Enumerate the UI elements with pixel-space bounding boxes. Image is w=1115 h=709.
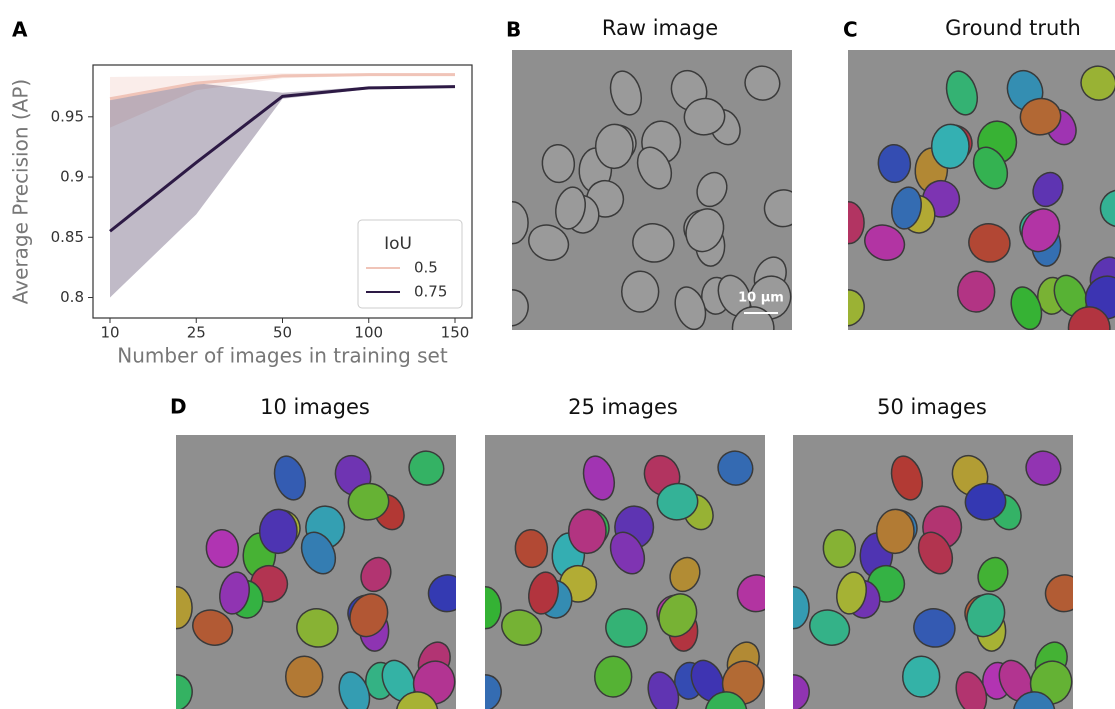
image-content <box>492 50 806 351</box>
cell <box>621 271 659 312</box>
y-tick-label: 0.8 <box>60 288 84 306</box>
micrograph <box>156 435 470 709</box>
x-tick-label: 10 <box>100 324 119 342</box>
cell <box>595 124 633 169</box>
cell <box>931 124 969 169</box>
panel-letter: A <box>12 18 28 42</box>
x-tick-label: 50 <box>273 324 292 342</box>
y-tick-label: 0.95 <box>51 107 84 125</box>
cell <box>833 202 865 244</box>
y-tick-label: 0.85 <box>51 228 84 246</box>
image-content <box>828 50 1115 351</box>
legend-label: 0.75 <box>414 283 447 301</box>
cell <box>470 587 502 629</box>
image-content <box>773 435 1087 709</box>
cell <box>778 587 810 629</box>
panel-title: 50 images <box>877 395 987 419</box>
panel-title: Raw image <box>602 16 718 40</box>
y-axis-label: Average Precision (AP) <box>9 79 33 304</box>
x-tick-label: 25 <box>187 324 206 342</box>
x-tick-label: 100 <box>354 324 383 342</box>
cell <box>957 271 995 312</box>
panel-title: 25 images <box>568 395 678 419</box>
legend-label: 0.5 <box>414 259 438 277</box>
panel-letter: D <box>170 395 187 419</box>
x-tick-label: 150 <box>441 324 470 342</box>
cell <box>161 587 193 629</box>
micrograph <box>773 435 1087 709</box>
micrographs: 10 μm <box>156 50 1115 709</box>
cell <box>594 656 632 697</box>
chart: 0.8 0.85 0.9 0.95 10 25 50 100 150 Number of imag… <box>9 65 473 368</box>
y-tick-label: 0.9 <box>60 168 84 186</box>
legend-title: IoU <box>384 234 412 254</box>
panel-letter: B <box>506 18 521 42</box>
cell <box>285 656 323 697</box>
micrograph <box>828 50 1115 351</box>
cell <box>902 656 940 697</box>
panel-title: 10 images <box>260 395 370 419</box>
figure: A B Raw image C Ground truth D 10 images… <box>0 0 1115 709</box>
x-axis-label: Number of images in training set <box>117 344 448 368</box>
cell <box>568 509 606 554</box>
panel-title: Ground truth <box>945 16 1081 40</box>
micrograph <box>465 435 779 709</box>
scale-bar-label: 10 μm <box>738 291 784 306</box>
micrograph <box>492 50 806 351</box>
cell <box>497 202 529 244</box>
image-content <box>465 435 779 709</box>
panel-letter: C <box>843 18 858 42</box>
cell <box>259 509 297 554</box>
cell <box>876 509 914 554</box>
image-content <box>156 435 470 709</box>
